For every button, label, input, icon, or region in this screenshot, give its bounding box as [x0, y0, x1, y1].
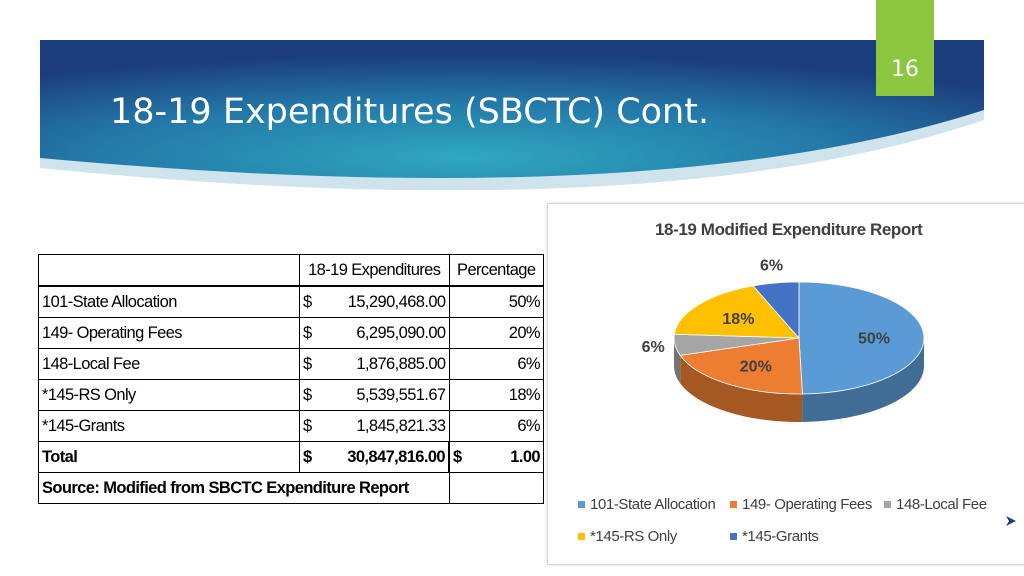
currency-symbol: $ [303, 416, 312, 435]
currency-symbol: $ [303, 354, 312, 373]
pie-chart-panel: 18-19 Modified Expenditure Report 50% 20%… [547, 203, 1024, 565]
currency-symbol: $ [303, 323, 312, 342]
legend-item: *145-RS Only [578, 528, 677, 545]
row-amount: 5,539,551.67 [356, 385, 446, 404]
currency-symbol: $ [303, 447, 312, 466]
header-percentage: Percentage [448, 254, 544, 287]
table-total-row: Total $30,847,816.00 $1.00 [38, 441, 544, 473]
legend-item: *145-Grants [730, 528, 819, 545]
row-label: 149- Operating Fees [38, 317, 300, 349]
next-slide-arrow-icon[interactable] [1004, 514, 1018, 528]
chart-title: 18-19 Modified Expenditure Report [655, 220, 923, 239]
table-row: *145-Grants $1,845,821.33 6% [38, 410, 544, 442]
row-percentage: 20% [448, 317, 544, 349]
currency-symbol: $ [453, 447, 462, 466]
legend-swatch [730, 501, 737, 508]
pie-data-label: 18% [722, 311, 754, 328]
source-note: Source: Modified from SBCTC Expenditure … [38, 472, 450, 504]
legend-label: 101-State Allocation [590, 496, 716, 513]
total-amount: 30,847,816.00 [347, 447, 445, 466]
row-label: 148-Local Fee [38, 348, 300, 380]
expenditure-table: 18-19 Expenditures Percentage 101-State … [38, 254, 544, 504]
legend-item: 149- Operating Fees [730, 496, 872, 513]
total-percentage: 1.00 [510, 447, 540, 466]
legend-label: *145-Grants [742, 528, 819, 545]
pie-slice [679, 337, 803, 395]
table-row: *145-RS Only $5,539,551.67 18% [38, 379, 544, 411]
pie-slice [798, 281, 925, 395]
pie-slice-side [680, 355, 803, 422]
legend-item: 148-Local Fee [884, 496, 987, 513]
header-expenditures: 18-19 Expenditures [299, 254, 450, 287]
row-amount: 6,295,090.00 [356, 323, 446, 342]
legend-item: 101-State Allocation [578, 496, 716, 513]
row-percentage: 18% [448, 379, 544, 411]
table-source-row: Source: Modified from SBCTC Expenditure … [38, 472, 544, 504]
pie-chart: 50% 20% 6% 18% 6% [642, 257, 925, 422]
slide-number: 16 [876, 0, 934, 96]
row-percentage: 6% [448, 410, 544, 442]
pie-slice-side [802, 338, 924, 422]
title-banner [40, 40, 984, 190]
total-label: Total [38, 441, 300, 473]
legend-swatch [730, 533, 737, 540]
row-label: *145-RS Only [38, 379, 300, 411]
legend-label: 148-Local Fee [896, 496, 987, 513]
pie-data-label: 6% [760, 257, 783, 274]
pie-data-label: 50% [858, 331, 890, 348]
legend-label: 149- Operating Fees [742, 496, 872, 513]
pie-slice-side [674, 338, 681, 384]
row-percentage: 6% [448, 348, 544, 380]
pie-data-label: 6% [642, 339, 665, 356]
row-amount: 15,290,468.00 [347, 292, 446, 311]
currency-symbol: $ [303, 385, 312, 404]
table-row: 148-Local Fee $1,876,885.00 6% [38, 348, 544, 380]
legend-label: *145-RS Only [590, 528, 677, 545]
legend-swatch [578, 533, 585, 540]
table-header-row: 18-19 Expenditures Percentage [38, 254, 544, 287]
slide-title: 18-19 Expenditures (SBCTC) Cont. [110, 92, 710, 132]
row-percentage: 50% [448, 285, 544, 318]
source-blank [448, 472, 544, 504]
pie-data-label: 20% [740, 358, 772, 375]
pie-slice [673, 285, 800, 339]
row-label: *145-Grants [38, 410, 300, 442]
table-row: 149- Operating Fees $6,295,090.00 20% [38, 317, 544, 349]
row-amount: 1,845,821.33 [356, 416, 446, 435]
pie-slice [752, 281, 800, 340]
row-amount: 1,876,885.00 [356, 354, 446, 373]
legend-swatch [884, 501, 891, 508]
legend-swatch [578, 501, 585, 508]
row-label: 101-State Allocation [38, 285, 300, 318]
header-blank [38, 254, 300, 287]
table-row: 101-State Allocation $15,290,468.00 50% [38, 285, 544, 318]
currency-symbol: $ [303, 292, 312, 311]
